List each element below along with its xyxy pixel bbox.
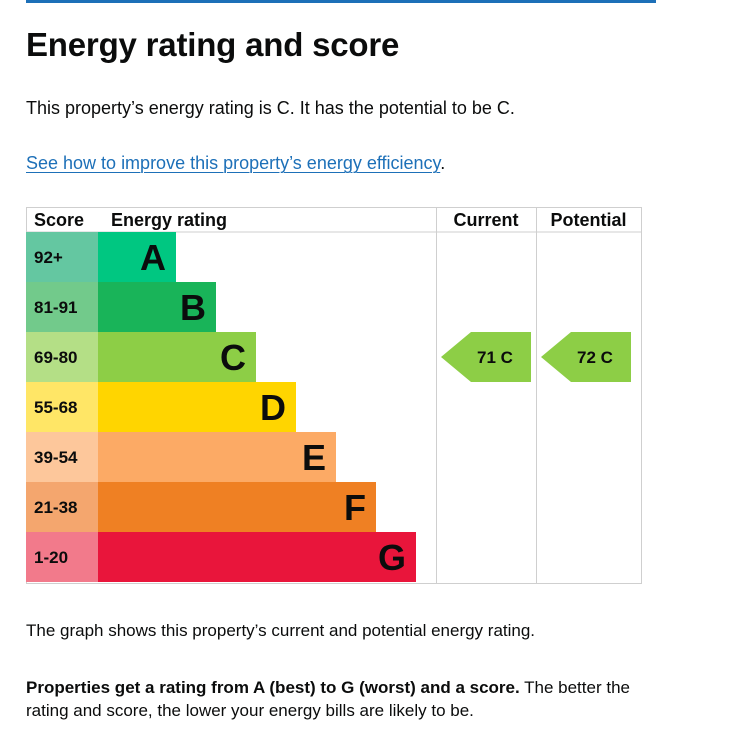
rating-letter-a: A	[140, 237, 166, 278]
potential-rating-arrow	[541, 332, 631, 382]
header-potential: Potential	[550, 210, 626, 230]
potential-rating-label: 72 C	[577, 348, 613, 367]
rating-letter-g: G	[378, 537, 406, 578]
score-range-g: 1-20	[34, 548, 68, 567]
rating-letter-d: D	[260, 387, 286, 428]
rating-bar-g	[98, 532, 416, 582]
score-cell-b	[26, 282, 98, 332]
score-cell-a	[26, 232, 98, 282]
rating-intro: This property’s energy rating is C. It h…	[26, 98, 515, 118]
current-rating-arrow	[441, 332, 531, 382]
header-energy-rating: Energy rating	[111, 210, 227, 230]
rating-bar-d	[98, 382, 296, 432]
score-cell-g	[26, 532, 98, 582]
rating-bar-e	[98, 432, 336, 482]
rating-bar-a	[98, 232, 176, 282]
rating-summary: Properties get a rating from A (best) to…	[26, 676, 666, 722]
score-cell-f	[26, 482, 98, 532]
score-range-a: 92+	[34, 248, 63, 267]
rating-letter-f: F	[344, 487, 366, 528]
energy-rating-graph: Score Energy rating Current Potential 92+ A 81…	[26, 207, 642, 584]
header-score: Score	[34, 210, 84, 230]
improve-efficiency-link[interactable]: See how to improve this property’s energ…	[26, 153, 441, 173]
page-title: Energy rating and score	[26, 26, 400, 63]
top-rule	[26, 0, 656, 3]
rating-bar-b	[98, 282, 216, 332]
link-suffix: .	[440, 153, 446, 173]
improve-link-line: See how to improve this property’s energ…	[26, 153, 445, 174]
score-range-b: 81-91	[34, 298, 77, 317]
header-current: Current	[453, 210, 518, 230]
score-range-c: 69-80	[34, 348, 77, 367]
rating-letter-e: E	[302, 437, 326, 478]
summary-bold: Properties get a rating from A (best) to…	[26, 678, 520, 697]
summary-rest: The better the rating and score, the low…	[26, 678, 630, 720]
score-cell-e	[26, 432, 98, 482]
energy-rating-chart: Score Energy rating Current Potential 92+ A 81…	[26, 207, 642, 584]
score-range-f: 21-38	[34, 498, 77, 517]
score-range-e: 39-54	[34, 448, 78, 467]
rating-letter-b: B	[180, 287, 206, 328]
score-cell-c	[26, 332, 98, 382]
rating-bar-f	[98, 482, 376, 532]
graph-caption: The graph shows this property’s current …	[26, 621, 536, 640]
rating-bar-c	[98, 332, 256, 382]
current-rating-label: 71 C	[477, 348, 513, 367]
score-range-d: 55-68	[34, 398, 77, 417]
rating-letter-c: C	[220, 337, 246, 378]
score-cell-d	[26, 382, 98, 432]
